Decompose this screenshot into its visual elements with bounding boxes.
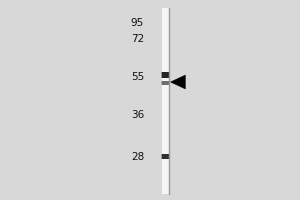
Text: 55: 55 [131, 72, 144, 82]
Text: 36: 36 [131, 110, 144, 120]
Text: 28: 28 [131, 152, 144, 162]
Polygon shape [170, 75, 185, 89]
Bar [160, 81, 169, 85]
Bar [160, 154, 169, 158]
Bar [160, 8, 169, 194]
Text: 95: 95 [131, 18, 144, 28]
Text: 72: 72 [131, 34, 144, 44]
Bar [160, 72, 169, 78]
